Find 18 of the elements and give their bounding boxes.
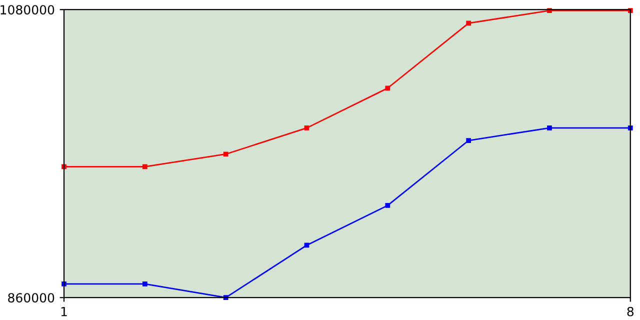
point — [385, 203, 390, 208]
point — [223, 152, 228, 157]
point — [142, 164, 148, 170]
point — [547, 8, 552, 13]
point — [466, 138, 471, 143]
point — [223, 295, 228, 300]
point — [466, 20, 471, 26]
y-tick-label: 860000 — [8, 293, 54, 303]
x-tick-label: 1 — [61, 307, 67, 316]
point — [304, 242, 310, 248]
point — [304, 126, 310, 130]
point — [547, 126, 552, 130]
y-tick-label: 1080000 — [0, 5, 54, 15]
x-tick-label: 8 — [627, 306, 634, 316]
point — [142, 282, 148, 286]
point — [62, 282, 66, 286]
point — [385, 86, 390, 91]
point — [628, 126, 633, 130]
